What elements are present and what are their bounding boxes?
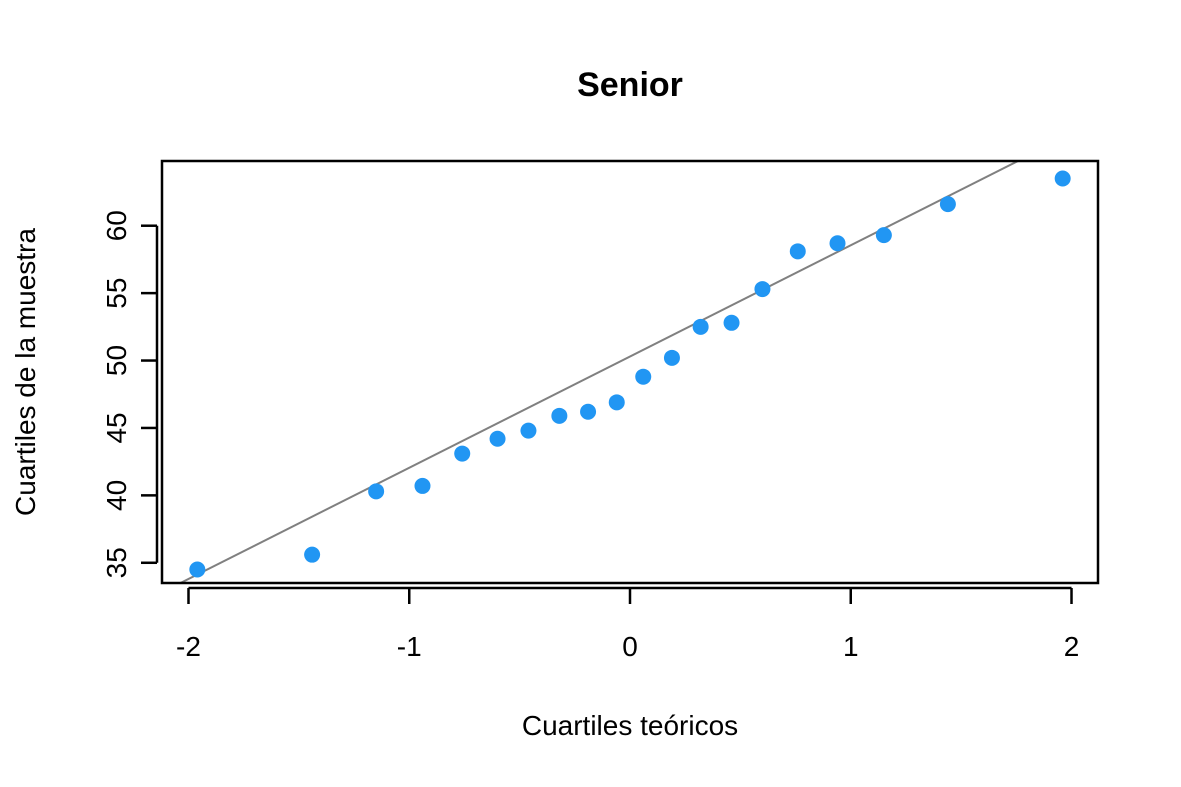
data-point [520, 422, 537, 439]
data-point [723, 314, 740, 331]
data-point [939, 196, 956, 213]
data-point [754, 281, 771, 298]
y-tick-label: 55 [101, 278, 132, 309]
data-point [829, 235, 846, 252]
plot-frame [160, 159, 1100, 585]
x-axis: -2 -1 0 1 2 [176, 586, 1080, 662]
data-points [189, 170, 1071, 578]
x-tick-label: -1 [397, 631, 422, 662]
chart-title: Senior [577, 66, 683, 104]
y-tick-label: 50 [101, 345, 132, 376]
data-point [1054, 170, 1071, 187]
x-tick-label: 0 [622, 631, 638, 662]
reference-line [178, 161, 1021, 583]
data-point [692, 318, 709, 335]
y-axis-label: Cuartiles de la muestra [10, 228, 41, 516]
data-point [608, 394, 625, 411]
data-point [551, 407, 568, 424]
x-tick-label: 2 [1064, 631, 1080, 662]
y-tick-label: 40 [101, 480, 132, 511]
data-point [304, 546, 321, 563]
data-point [189, 561, 206, 578]
y-tick-label: 45 [101, 412, 132, 443]
data-point [580, 403, 597, 420]
data-point [789, 243, 806, 260]
data-point [875, 227, 892, 244]
data-point [663, 349, 680, 366]
x-tick-label: -2 [176, 631, 201, 662]
x-axis-label: Cuartiles teóricos [522, 710, 738, 741]
data-point [635, 368, 652, 385]
data-point [368, 483, 385, 500]
y-tick-label: 60 [101, 210, 132, 241]
y-tick-label: 35 [101, 547, 132, 578]
y-axis: 35 40 45 50 55 60 [101, 210, 159, 578]
data-point [414, 477, 431, 494]
data-point [489, 430, 506, 447]
data-point [454, 445, 471, 462]
x-tick-label: 1 [843, 631, 859, 662]
